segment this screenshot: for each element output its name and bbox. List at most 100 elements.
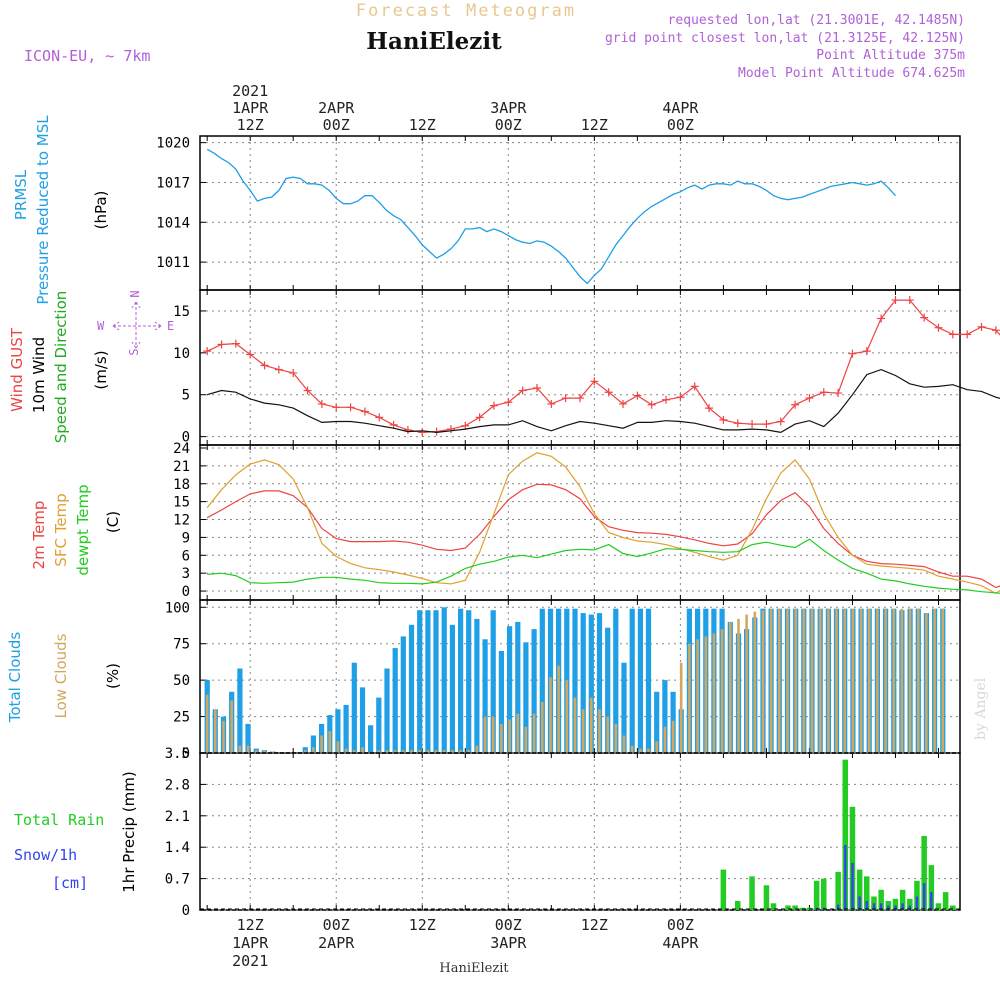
y-tick-label: 1017 — [156, 175, 190, 191]
total-cloud-bar — [523, 642, 529, 753]
time-label-top: 00Z — [323, 116, 350, 134]
y-tick-label: 9 — [182, 530, 190, 546]
low-cloud-bar — [214, 709, 217, 753]
gust-point — [590, 377, 599, 386]
gust-point — [705, 404, 714, 413]
snow-bar — [844, 845, 847, 910]
total-cloud-bar — [645, 608, 652, 753]
chart-title: Forecast Meteogram — [356, 1, 576, 21]
low-cloud-bar — [851, 608, 855, 753]
snow-bar — [887, 905, 890, 910]
y-tick-label: 3.5 — [165, 746, 190, 762]
time-label-bottom: 00Z — [667, 916, 694, 934]
y-tick-label: 0 — [182, 746, 190, 762]
rain-bar — [907, 898, 913, 910]
ylabel-wind-gust: Wind GUST — [8, 327, 26, 412]
low-cloud-bar — [835, 608, 838, 753]
y-tick-label: 100 — [165, 600, 190, 616]
total-cloud-bar — [449, 624, 455, 753]
low-cloud-bar — [500, 723, 503, 753]
total-cloud-bar — [629, 608, 635, 753]
ylabel-total-clouds: Total Clouds — [6, 632, 24, 724]
snow-bar — [923, 883, 926, 910]
point-altitude: Point Altitude 375m — [816, 48, 965, 63]
time-label-top: 2021 — [232, 82, 268, 100]
low-cloud-bar — [614, 723, 618, 753]
footer-location: HaniElezit — [439, 961, 509, 976]
low-cloud-bar — [892, 608, 896, 753]
time-label-top: 12Z — [581, 116, 608, 134]
low-cloud-bar — [786, 608, 789, 753]
y-tick-label: 50 — [173, 673, 190, 689]
low-cloud-bar — [361, 747, 364, 753]
ylabel-1hr-precip: 1hr Precip (mm) — [120, 771, 138, 892]
low-cloud-bar — [769, 608, 773, 753]
gust-point — [332, 403, 341, 412]
snow-bar — [836, 904, 840, 910]
rain-bar — [899, 889, 906, 910]
ylabel-pressure-msl: Pressure Reduced to MSL — [34, 115, 52, 305]
low-cloud-bar — [344, 748, 348, 753]
gust-point — [647, 400, 656, 409]
low-cloud-bar — [581, 709, 585, 753]
y-tick-label: 2.1 — [165, 809, 190, 825]
total-cloud-bar — [335, 709, 341, 753]
gust-point — [375, 413, 384, 422]
low-cloud-bar — [467, 750, 470, 753]
low-cloud-bar — [451, 750, 454, 753]
low-cloud-bar — [353, 750, 356, 753]
low-cloud-bar — [794, 608, 797, 753]
rain-bar — [720, 869, 727, 910]
total-cloud-bar — [417, 610, 423, 753]
low-cloud-bar — [671, 720, 675, 753]
gust-point — [418, 428, 427, 437]
gust-point — [877, 314, 886, 323]
y-axis-labels: PRMSL Pressure Reduced to MSL (hPa) Wind GU… — [6, 115, 174, 893]
watermark: by Angel — [973, 677, 989, 740]
low-cloud-bar — [426, 750, 430, 753]
total-cloud-bar — [654, 691, 660, 753]
total-cloud-bar — [237, 668, 243, 753]
requested-coords: requested lon,lat (21.3001E, 42.1485N) — [668, 13, 965, 28]
gust-point — [977, 322, 986, 331]
gust-point — [920, 313, 929, 322]
y-tick-label: 1.4 — [165, 840, 190, 856]
gust-point — [862, 347, 871, 356]
panel-wind: 0 5 10 15 — [173, 289, 1000, 446]
gust-point — [217, 340, 226, 349]
gridpoint-coords: grid point closest lon,lat (21.3125E, 42… — [605, 31, 965, 46]
rain-bar — [835, 871, 841, 910]
rain-bar — [856, 869, 863, 910]
compass-s: S — [127, 348, 141, 355]
rain-bar — [763, 885, 770, 910]
y-tick-label: 6 — [182, 548, 190, 564]
low-cloud-bar — [557, 665, 560, 753]
gust-point — [848, 349, 857, 358]
gust-point — [547, 399, 556, 408]
low-cloud-bar — [483, 716, 487, 753]
ylabel-speed-direction: Speed and Direction — [52, 291, 70, 444]
compass-arrows — [112, 301, 162, 349]
rain-bar — [935, 903, 942, 910]
low-cloud-bar — [230, 700, 233, 753]
panel-frame — [199, 135, 961, 291]
time-label-bottom: 12Z — [237, 916, 264, 934]
rain-bar — [892, 898, 899, 910]
low-cloud-bar — [459, 750, 462, 753]
low-cloud-bar — [720, 629, 724, 753]
series-dewpt-line — [207, 538, 1000, 594]
gust-point — [303, 386, 312, 395]
low-cloud-bar — [565, 680, 569, 753]
time-label-bottom: 00Z — [323, 916, 350, 934]
rain-bar — [871, 896, 877, 910]
total-cloud-bar — [637, 608, 643, 753]
rain-bar — [821, 878, 827, 910]
low-cloud-bar — [491, 716, 495, 753]
low-cloud-bar — [843, 608, 846, 753]
low-cloud-bar — [393, 750, 397, 753]
gust-point — [676, 393, 685, 402]
y-tick-label: 18 — [173, 477, 190, 493]
ylabel-hpa: (hPa) — [92, 191, 110, 230]
snow-bar — [851, 862, 854, 910]
gust-point — [934, 323, 943, 332]
